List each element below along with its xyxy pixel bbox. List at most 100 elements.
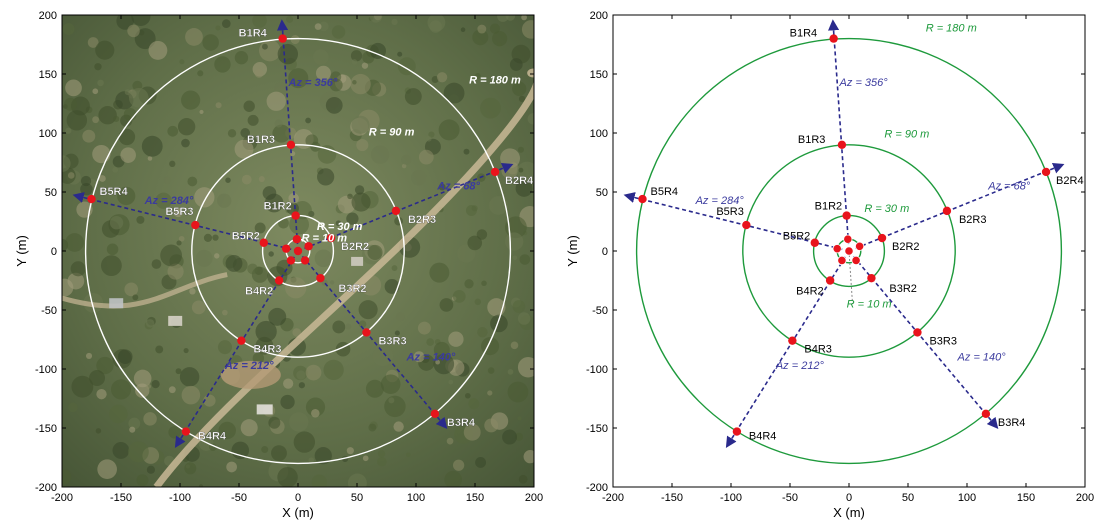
sensor-point-b1r3 [286,140,296,149]
sensor-point-b5r3 [191,220,200,230]
sensor-label: B5R2 [783,231,811,243]
x-tick-label: 150 [1017,492,1035,504]
x-tick-label: 150 [466,492,484,504]
sensor-point-b2r3 [942,206,952,216]
sensor-label: B1R2 [264,201,292,213]
y-tick-label: -100 [586,364,608,376]
sensor-point-b2r4 [1041,167,1051,177]
inner-sensor-point [832,244,842,254]
sensor-point-b2r2 [326,233,336,243]
y-tick-label: -200 [586,482,608,494]
ring-label: R = 30 m [864,203,909,215]
azimuth-label: Az = 140° [406,352,456,364]
azimuth-label: Az = 356° [839,77,889,89]
sensor-label: B5R4 [100,186,129,198]
sensor-point-b3r3 [362,328,371,337]
sensor-label: B3R2 [338,283,366,295]
sensor-point-b5r2 [810,238,819,247]
inner-sensor-point [843,234,853,244]
x-tick-label: -100 [169,492,191,504]
y-tick-label: 0 [602,246,608,258]
sensor-point-b3r4 [430,409,440,419]
sensor-point-b4r3 [788,336,797,345]
y-tick-label: 200 [590,10,608,22]
ring-label: R = 10 m [302,233,348,245]
sensor-point-b4r4 [732,427,742,436]
ring-label: R = 10 m [847,299,892,311]
x-tick-label: 0 [295,492,301,504]
sensor-label: B1R4 [239,28,268,40]
sensor-label: B3R4 [998,417,1026,429]
sensor-point-b5r3 [742,220,751,230]
sensor-point-b1r3 [837,140,847,149]
sensor-label: B4R4 [198,431,227,443]
sensor-point-b1r2 [842,211,851,220]
sensor-label: B1R3 [798,134,826,146]
aerial-photo-background [62,15,534,487]
sensor-point-b5r4 [87,194,96,204]
x-tick-label: 100 [407,492,425,504]
ring-label: R = 30 m [317,221,363,233]
sensor-point-b3r2 [867,273,876,283]
y-tick-label: 100 [39,128,57,140]
sensor-point-b5r2 [259,238,268,247]
sensor-point-b3r2 [316,273,325,283]
ring-label: R = 180 m [469,74,521,86]
x-tick-label: -50 [231,492,247,504]
sensor-point-b5r4 [638,194,647,204]
inner-sensor-point [282,244,291,253]
x-tick-label: -50 [782,492,798,504]
inner-sensor-point [300,256,310,265]
x-tick-label: 100 [958,492,976,504]
azimuth-label: Az = 356° [288,77,338,89]
ring-90m [742,144,956,358]
sensor-point-b3r3 [913,328,922,337]
inner-sensor-point [292,235,302,244]
inner-sensor-point [851,255,861,266]
sensor-point-b4r2 [274,276,284,285]
y-tick-label: -150 [35,423,57,435]
ring-label: R = 180 m [926,23,977,35]
schematic-plot-panel: B1R2 B1R3 B1R4 B2R2 B2R3 B2R4 B3R2 B3R3 B3R4 B4R2… [565,10,1094,520]
sensor-point-b4r2 [825,276,835,285]
y-tick-label: -100 [35,364,57,376]
sensor-label: B5R3 [716,206,744,218]
y-tick-label: 200 [39,10,57,22]
sensor-label: B2R4 [505,175,534,187]
sensor-point-b1r2 [291,211,300,220]
sensor-label: B4R4 [749,431,777,443]
azimuth-label: Az = 68° [987,181,1031,193]
x-tick-label: 200 [525,492,543,504]
y-axis-title: Y (m) [565,235,580,267]
azimuth-label: Az = 284° [695,195,745,207]
sensor-label: B4R2 [245,286,273,298]
sensor-label: B2R3 [959,214,987,226]
x-tick-label: 50 [351,492,363,504]
sensor-point-b1r4 [278,34,287,43]
ring-90m [191,144,405,358]
y-tick-label: 50 [596,187,608,199]
y-tick-label: -150 [586,423,608,435]
sensor-label: B2R2 [341,241,369,253]
inner-sensor-point [837,255,847,266]
inner-sensor-point [304,242,313,251]
y-tick-label: -50 [592,305,608,317]
x-axis-title: X (m) [833,505,865,520]
sensor-label: B3R3 [929,335,957,347]
ring-180m [84,37,512,465]
x-tick-label: -150 [110,492,132,504]
azimuth-label: Az = 284° [144,195,194,207]
ring-label: R = 90 m [369,126,415,138]
azimuth-label: Az = 140° [957,352,1007,364]
sensor-label: B5R4 [651,186,679,198]
ring-180m [635,37,1063,465]
azimuth-label: Az = 212° [224,360,274,372]
x-tick-label: 200 [1076,492,1094,504]
sensor-label: B4R3 [253,344,281,356]
sensor-point-b4r4 [181,427,191,436]
sensor-point-b1r4 [829,34,838,43]
y-tick-label: 100 [590,128,608,140]
sensor-label: B1R2 [815,201,843,213]
inner-sensor-point [286,256,296,265]
inner-sensor-point [855,241,865,251]
